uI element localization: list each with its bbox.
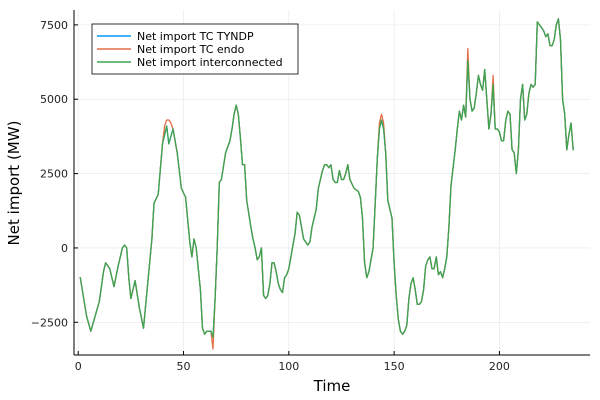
legend-label-1: Net import TC TYNDP	[137, 30, 254, 43]
x-tick-label: 100	[278, 360, 299, 373]
series-layer	[79, 18, 574, 350]
x-tick-label: 150	[384, 360, 405, 373]
y-tick-label: 2500	[40, 168, 68, 181]
x-axis-label: Time	[313, 377, 351, 395]
axes	[73, 10, 590, 356]
y-tick-label: 5000	[40, 93, 68, 106]
legend-label-3: Net import interconnected	[137, 56, 283, 69]
x-tick-label: 200	[489, 360, 510, 373]
y-tick-label: 0	[61, 242, 68, 255]
y-ticks: −2500 0 2500 5000 7500	[31, 19, 78, 329]
y-tick-label: −2500	[31, 316, 68, 329]
legend-label-2: Net import TC endo	[137, 43, 245, 56]
x-tick-label: 0	[75, 360, 82, 373]
series-line-3	[79, 18, 574, 338]
y-axis-label: Net import (MW)	[5, 121, 23, 246]
y-tick-label: 7500	[40, 19, 68, 32]
x-tick-label: 50	[177, 360, 191, 373]
x-ticks: 0 50 100 150 200	[75, 351, 510, 373]
